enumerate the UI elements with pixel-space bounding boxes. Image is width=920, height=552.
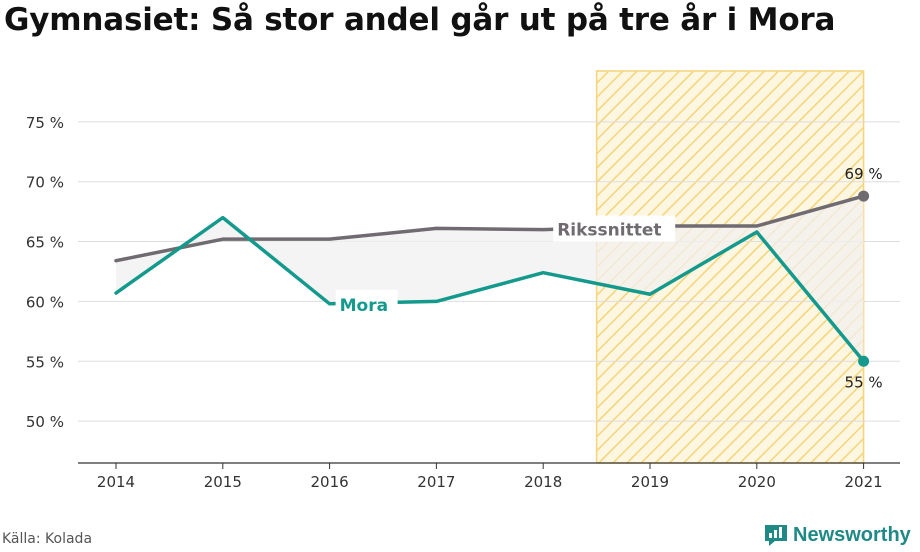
- y-tick-label: 55 %: [26, 353, 64, 371]
- source-note: Källa: Kolada: [2, 531, 93, 547]
- mora-line: [114, 215, 866, 364]
- y-tick-label: 50 %: [26, 413, 64, 431]
- mora-label-bg: [335, 289, 398, 316]
- y-tick-label: 75 %: [26, 114, 64, 132]
- rikssnittet-line: [114, 194, 866, 263]
- mora-label: Mora: [340, 296, 388, 316]
- rikssnittet-end-label: 69 %: [845, 165, 883, 183]
- newsworthy-logo-icon: [765, 525, 787, 546]
- y-tick-label: 70 %: [26, 174, 64, 192]
- x-tick-label: 2014: [97, 473, 135, 491]
- brand-logo[interactable]: Newsworthy: [764, 518, 911, 552]
- x-tick-label: 2016: [311, 473, 349, 491]
- x-tick-label: 2017: [417, 473, 455, 491]
- y-tick-label: 60 %: [26, 293, 64, 311]
- x-tick-label: 2018: [524, 473, 562, 491]
- difference-band: [116, 196, 864, 362]
- x-tick-label: 2020: [738, 473, 776, 491]
- x-tick-label: 2021: [845, 473, 883, 491]
- chart-title: Gymnasiet: Så stor andel går ut på tre å…: [4, 2, 836, 38]
- rikssnittet-label: Rikssnittet: [557, 221, 661, 241]
- mora-end-label: 55 %: [845, 373, 883, 391]
- brand-name: Newsworthy: [793, 523, 911, 546]
- rikssnittet-label-bg: [553, 215, 676, 242]
- y-tick-label: 65 %: [26, 234, 64, 252]
- rikssnittet-end-marker: [858, 190, 870, 202]
- mora-end-marker: [858, 355, 870, 367]
- x-tick-label: 2019: [631, 473, 669, 491]
- x-tick-label: 2015: [204, 473, 242, 491]
